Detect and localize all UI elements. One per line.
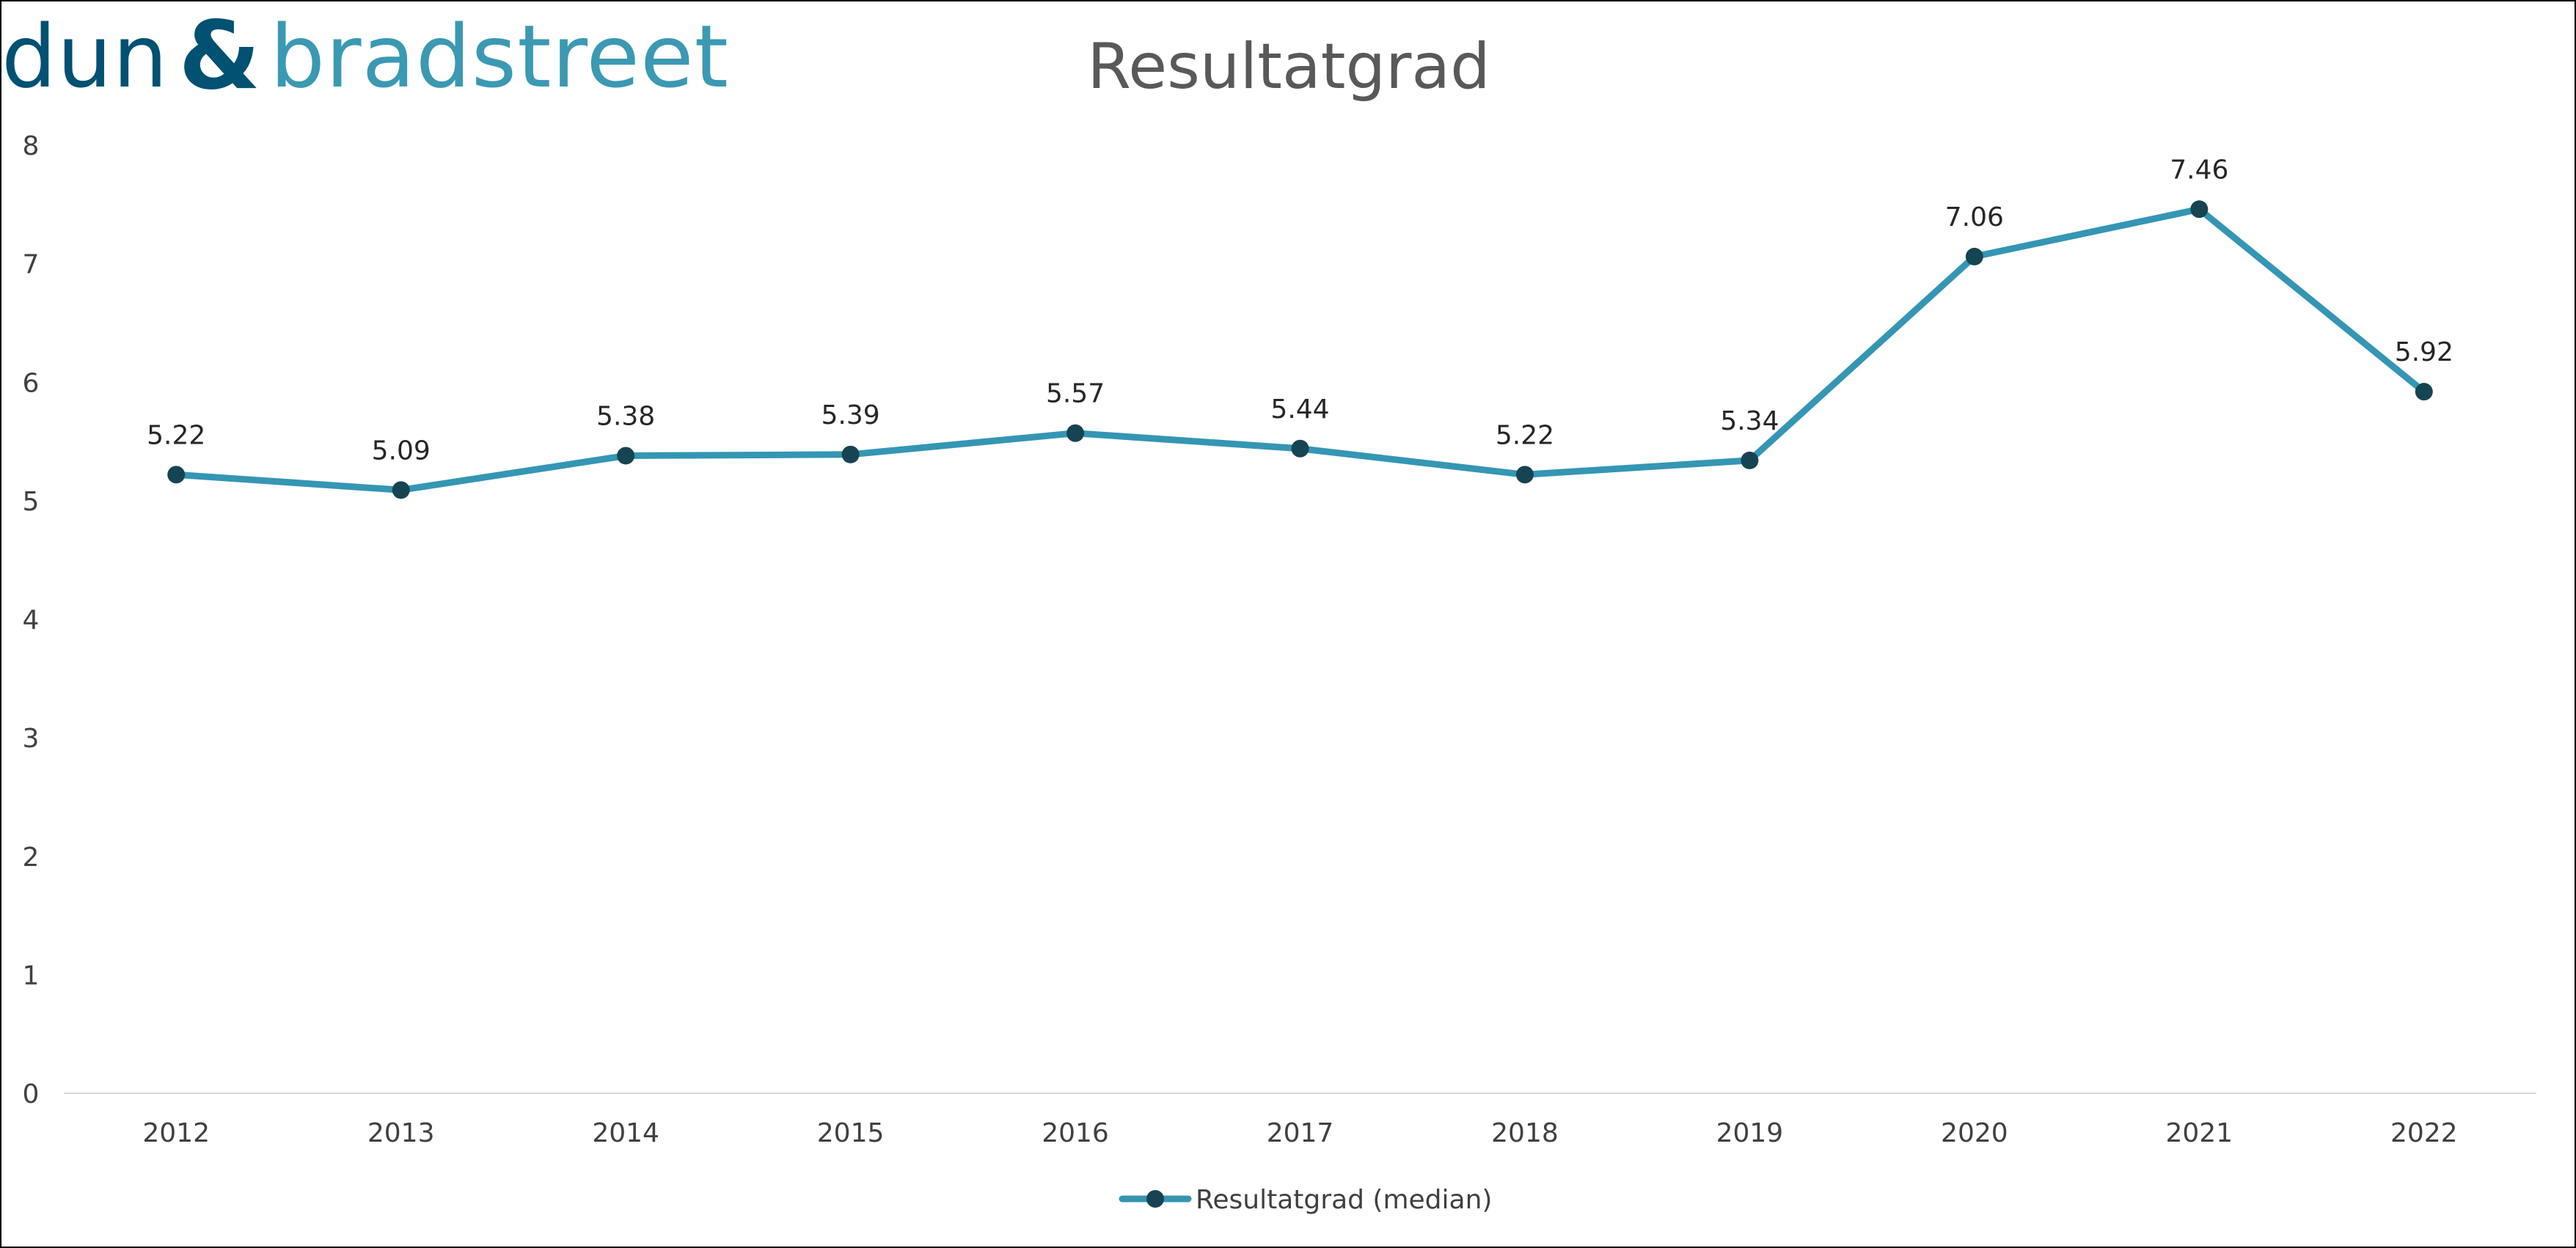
logo-ampersand: & — [178, 1, 262, 111]
data-point-marker — [1741, 451, 1759, 469]
data-point-marker — [2190, 200, 2209, 219]
x-tick-label: 2013 — [367, 1118, 435, 1148]
chart-title: Resultatgrad — [1087, 30, 1490, 103]
x-tick-label: 2019 — [1716, 1118, 1784, 1148]
data-label: 7.06 — [1945, 202, 2004, 232]
x-tick-label: 2022 — [2390, 1118, 2458, 1148]
legend: Resultatgrad (median) — [1119, 1185, 1492, 1215]
x-tick-label: 2012 — [142, 1118, 210, 1148]
y-tick-label: 3 — [23, 724, 40, 754]
dun-and-bradstreet-logo: dun & bradstreet — [1, 1, 729, 111]
y-tick-label: 7 — [23, 250, 40, 280]
y-tick-label: 5 — [23, 487, 40, 517]
data-label: 5.39 — [822, 400, 880, 430]
x-tick-label: 2017 — [1267, 1118, 1334, 1148]
legend-marker-swatch — [1146, 1190, 1164, 1208]
data-point-marker — [2415, 383, 2433, 401]
data-label: 5.34 — [1720, 406, 1779, 436]
y-tick-label: 0 — [23, 1079, 40, 1109]
data-point-marker — [841, 445, 860, 463]
x-tick-label: 2020 — [1941, 1118, 2008, 1148]
data-point-marker — [617, 447, 635, 465]
data-point-marker — [1965, 247, 1983, 265]
data-label: 5.38 — [596, 401, 655, 431]
y-tick-label: 2 — [23, 843, 40, 873]
data-point-marker — [1066, 424, 1085, 442]
x-tick-label: 2014 — [592, 1118, 659, 1148]
x-tick-label: 2015 — [817, 1118, 885, 1148]
y-tick-label: 8 — [23, 131, 40, 161]
x-tick-label: 2018 — [1491, 1118, 1559, 1148]
y-tick-label: 1 — [23, 961, 40, 991]
data-label: 5.92 — [2395, 337, 2454, 367]
series-markers — [167, 200, 2433, 499]
data-point-marker — [167, 466, 186, 484]
logo-text-dun: dun — [1, 6, 169, 107]
data-label: 5.44 — [1270, 394, 1329, 425]
data-labels: 5.22 5.09 5.38 5.39 5.57 5.44 5.22 5.34 7.06 7.46… — [147, 155, 2454, 466]
legend-label: Resultatgrad (median) — [1196, 1185, 1492, 1215]
data-label: 5.09 — [372, 436, 431, 466]
data-point-marker — [1291, 439, 1309, 458]
x-axis-ticks: 2012 2013 2014 2015 2016 2017 2018 2019 2020 2021… — [142, 1118, 2457, 1148]
data-point-marker — [1515, 466, 1534, 484]
y-axis-ticks: 0 1 2 3 4 5 6 7 8 — [23, 131, 40, 1109]
x-tick-label: 2021 — [2166, 1118, 2233, 1148]
data-label: 5.57 — [1046, 379, 1105, 409]
y-tick-label: 6 — [23, 368, 40, 398]
data-label: 5.22 — [1496, 420, 1554, 450]
y-tick-label: 4 — [23, 606, 40, 636]
data-label: 7.46 — [2170, 155, 2228, 185]
x-tick-label: 2016 — [1042, 1118, 1109, 1148]
logo-text-bradstreet: bradstreet — [270, 6, 729, 107]
data-point-marker — [392, 481, 410, 499]
data-label: 5.22 — [147, 420, 205, 450]
